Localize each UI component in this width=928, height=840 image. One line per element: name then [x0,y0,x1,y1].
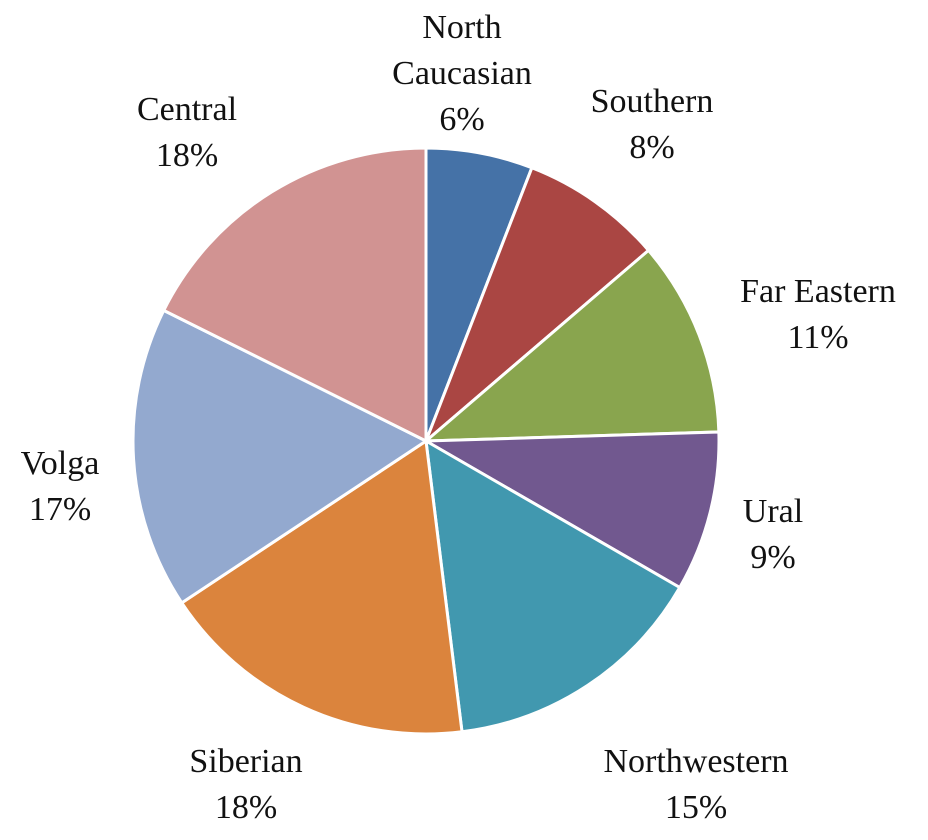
slice-label: Far Eastern 11% [718,269,918,361]
pie-slice [179,438,464,736]
category-label: Ural [742,493,804,530]
value-label: 15% [664,789,728,826]
value-label: 8% [629,129,675,166]
pie-slice [131,308,429,605]
category-label: Siberian [189,743,303,780]
value-label: 17% [28,491,92,528]
value-label: 6% [439,101,485,138]
value-label: 18% [155,137,219,174]
pie-slice [421,248,721,443]
pie-slice [424,165,651,443]
slice-label: Southern 8% [552,79,752,171]
slice-label: Central 18% [87,87,287,179]
pie-slice [424,438,682,734]
pie-slice [161,146,428,444]
category-label: North Caucasian [392,9,532,92]
slice-label: Volga 17% [0,441,160,533]
slice-label: Ural 9% [673,489,873,581]
category-label: Volga [20,445,100,482]
category-label: Central [136,91,238,128]
pie-slice [420,430,721,590]
value-label: 9% [750,539,796,576]
slice-label: Northwestern 15% [596,739,796,831]
value-label: 11% [787,319,849,356]
category-label: Far Eastern [740,273,896,310]
slice-label: North Caucasian 6% [362,5,562,143]
category-label: Southern [590,83,714,120]
slice-label: Siberian 18% [146,739,346,831]
value-label: 18% [214,789,278,826]
category-label: Northwestern [603,743,789,780]
